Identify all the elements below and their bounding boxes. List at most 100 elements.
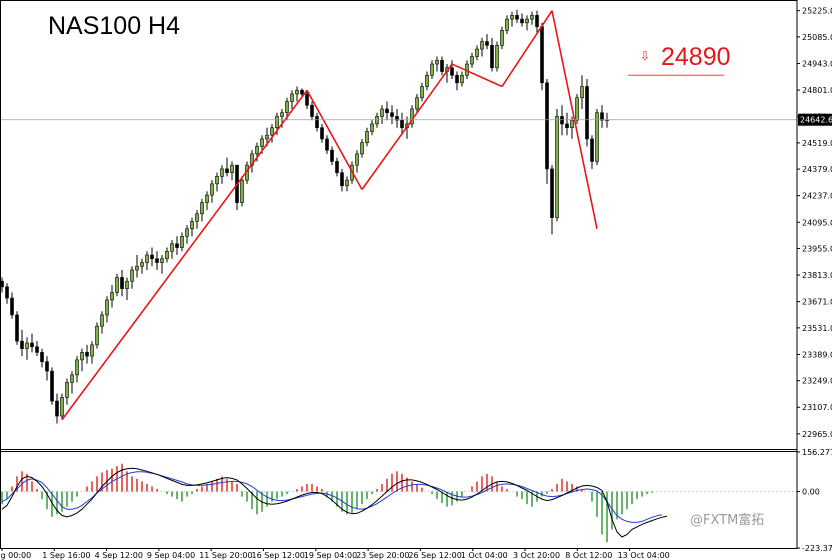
candle-body [325,138,329,151]
candle-body [565,123,569,129]
y-tick-label: 22965.0 [802,430,832,439]
oscillator-pane [0,463,797,543]
candle-body [45,361,49,372]
candle-body [555,116,559,218]
candle-body [60,397,64,417]
candle-body [200,202,204,215]
candle-body [70,374,74,383]
candle-body [540,26,544,84]
watermark: @FXTM富拓 [690,512,764,528]
y-tick-label: 24379.0 [802,165,832,174]
y-tick-label: 24801.0 [802,86,832,95]
y-tick-label: 23249.0 [802,377,832,386]
x-tick-label: Aug 00:00 [0,551,31,560]
osc-macd-line [1,467,668,538]
candle-body [580,86,584,99]
osc-tick-label: -223.377 [802,544,832,553]
candle-body [35,346,39,353]
y-tick-label: 23389.0 [802,350,832,359]
candle-body [370,123,374,132]
candle-body [600,112,604,121]
candle-body [210,183,214,196]
candle-body [85,352,89,357]
candle-body [145,254,149,263]
candle-body [265,134,269,140]
y-tick-label: 24095.0 [802,218,832,227]
candle-body [125,280,129,290]
candle-body [75,359,79,376]
y-tick-label: 23531.0 [802,324,832,333]
candle-body [375,116,379,125]
candle-body [280,112,284,117]
candle-body [40,352,44,363]
candle-body [170,243,174,252]
y-tick-label: 23107.0 [802,403,832,412]
candle-body [415,97,419,110]
y-tick-label: 23671.0 [802,298,832,307]
down-arrow-icon: ⇩ [640,49,650,63]
candle-body [80,352,84,361]
candle-body [10,297,14,316]
candle-body [355,153,359,166]
candle-body [105,299,109,316]
candle-body [110,292,114,301]
y-tick-label: 24943.0 [802,59,832,68]
candle-body [30,342,34,348]
candle-body [425,74,429,87]
trend-line [61,89,308,421]
price-pane [0,9,797,424]
candle-body [420,86,424,99]
current-price-label: 24642.6 [800,116,832,125]
candle-body [550,168,554,218]
candle-body [160,258,164,263]
candle-body [130,269,134,282]
candle-body [90,344,94,357]
candle-body [175,243,179,248]
candle-body [150,254,154,260]
candle-body [220,168,224,177]
candle-body [310,104,314,117]
candle-body [380,108,384,117]
osc-tick-label: 156.277 [802,448,832,457]
candle-body [300,89,304,95]
osc-tick-label: 0.00 [802,488,820,497]
candle-body [455,74,459,84]
candle-body [495,45,499,69]
x-tick-label: 8 Oct 12:00 [565,551,612,560]
candle-body [340,172,344,187]
candle-body [490,45,494,69]
candle-body [305,93,309,106]
candle-body [470,56,474,65]
x-tick-label: 1 Oct 04:00 [461,551,508,560]
candle-body [255,146,259,155]
candle-body [55,400,59,417]
y-tick-label: 25225.0 [802,7,832,16]
x-tick-label: 11 Sep 20:00 [199,551,252,560]
x-tick-label: 23 Sep 20:00 [356,551,409,560]
candle-body [585,86,589,140]
candle-body [360,142,364,155]
candle-body [450,67,454,76]
candle-body [270,127,274,136]
candle-body [330,149,334,162]
chart-title: NAS100 H4 [48,12,180,40]
candle-body [435,59,439,65]
candle-body [430,63,434,76]
candle-body [390,112,394,117]
candle-body [590,138,594,162]
trend-line [501,10,553,87]
price-annotation-label: 24890 [661,43,731,71]
candle-body [315,116,319,129]
candle-body [510,15,514,20]
y-tick-label: 24519.0 [802,139,832,148]
candle-body [515,15,519,20]
x-tick-label: 16 Sep 12:00 [252,551,305,560]
candle-body [505,18,509,31]
x-tick-label: 4 Sep 12:00 [95,551,143,560]
candle-body [155,258,159,263]
candle-body [25,342,29,349]
candle-body [260,138,264,147]
y-tick-label: 24237.0 [802,192,832,201]
candle-body [240,179,244,203]
